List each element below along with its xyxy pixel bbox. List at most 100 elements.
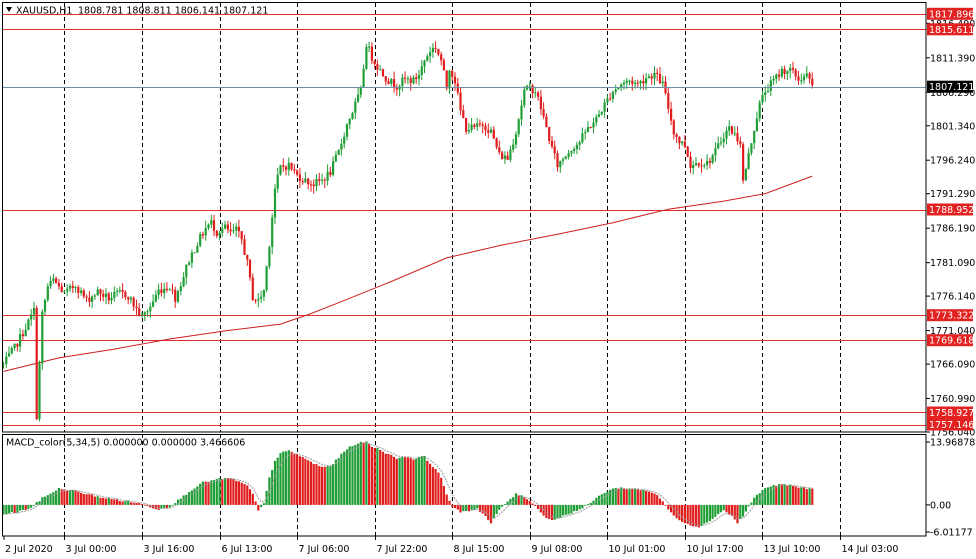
macd-bar	[409, 458, 412, 505]
candle-body	[243, 239, 246, 255]
macd-title: MACD_color(5,34,5) 0.000000 0.000000 3.4…	[6, 438, 245, 449]
candle-body	[370, 46, 373, 61]
candle-body	[315, 179, 318, 187]
candle-body	[595, 117, 598, 123]
macd-bar	[800, 487, 803, 505]
macd-bar	[548, 504, 551, 519]
dropdown-triangle-icon[interactable]	[6, 7, 12, 12]
macd-histogram	[2, 441, 814, 528]
macd-bar	[406, 457, 409, 505]
macd-bar	[744, 504, 747, 512]
macd-bar	[503, 504, 506, 505]
candle-body	[93, 295, 96, 297]
candle-body	[107, 293, 110, 301]
candle-body	[802, 76, 806, 81]
candle-body	[553, 146, 556, 154]
candle-body	[212, 220, 216, 231]
macd-bar	[675, 504, 678, 519]
macd-bar	[811, 488, 814, 505]
candle-body	[456, 83, 459, 93]
macd-bar	[57, 488, 60, 505]
candle-body	[80, 290, 83, 293]
candle-body	[573, 149, 576, 151]
macd-bar	[769, 486, 772, 505]
candle-body	[57, 282, 60, 287]
macd-bar	[426, 460, 429, 505]
macd-bar	[171, 504, 174, 506]
macd-bar	[118, 501, 121, 505]
candle-body	[77, 287, 80, 293]
price-label-box	[927, 23, 973, 36]
macd-bar	[465, 504, 468, 511]
macd-bar	[415, 458, 418, 505]
candle-body	[348, 119, 351, 125]
macd-bar	[290, 451, 293, 505]
price-label-box	[927, 334, 973, 347]
candle-body	[783, 68, 786, 74]
candle-body	[171, 289, 174, 291]
macd-bar	[373, 447, 376, 505]
candle-body	[634, 82, 637, 84]
candle-body	[653, 72, 656, 79]
macd-bar	[661, 501, 664, 505]
macd-bar	[30, 504, 33, 508]
candle-body	[55, 278, 58, 283]
macd-bar	[642, 489, 645, 505]
candle-body	[279, 165, 282, 175]
macd-bar	[719, 504, 722, 513]
macd-bar	[453, 504, 457, 509]
macd-bar	[525, 499, 529, 505]
macd-bar	[80, 492, 83, 505]
macd-bar	[93, 496, 96, 505]
candle-body	[221, 228, 224, 233]
candle-body	[326, 171, 329, 181]
candle-body	[10, 348, 13, 354]
candle-body	[719, 142, 722, 144]
macd-bar	[88, 494, 91, 505]
candle-body	[769, 80, 772, 91]
macd-bar	[647, 491, 650, 505]
candle-body	[451, 70, 454, 77]
macd-bar	[13, 504, 16, 513]
macd-bar	[567, 504, 570, 515]
macd-bar	[132, 502, 135, 505]
macd-bar	[778, 484, 781, 505]
candle-body	[772, 78, 775, 81]
candle-body	[143, 312, 146, 315]
macd-bar	[229, 478, 232, 505]
macd-bar	[573, 504, 576, 512]
candle-body	[509, 149, 512, 160]
candle-body	[318, 179, 321, 181]
price-label-box	[927, 203, 973, 216]
macd-bar	[304, 458, 307, 505]
candle-body	[74, 287, 77, 289]
macd-bar	[445, 494, 448, 505]
candle-body	[498, 147, 501, 153]
macd-bar	[584, 504, 587, 506]
macd-bar	[575, 504, 578, 511]
macd-bar	[52, 492, 55, 505]
candle-body	[675, 134, 678, 137]
candle-body	[512, 144, 515, 150]
macd-bar	[199, 483, 202, 505]
macd-bar	[91, 494, 94, 505]
macd-bar	[240, 482, 243, 505]
candle-body	[434, 47, 437, 49]
macd-bar	[689, 504, 692, 526]
candle-body	[46, 286, 49, 300]
candle-body	[426, 56, 429, 61]
macd-bar	[390, 454, 393, 505]
macd-bar	[564, 504, 567, 515]
candle-body	[567, 153, 570, 157]
price-label-text: 1773.322	[929, 311, 974, 322]
macd-bar	[694, 504, 698, 527]
price-label-text: 1769.618	[929, 336, 974, 347]
price-label-box	[927, 80, 973, 93]
macd-bar	[351, 446, 354, 505]
candle-body	[753, 130, 756, 144]
candle-body	[13, 343, 16, 348]
candle-body	[437, 48, 440, 55]
macd-tick-label: 0.00	[930, 500, 951, 511]
candle-body	[2, 363, 5, 365]
